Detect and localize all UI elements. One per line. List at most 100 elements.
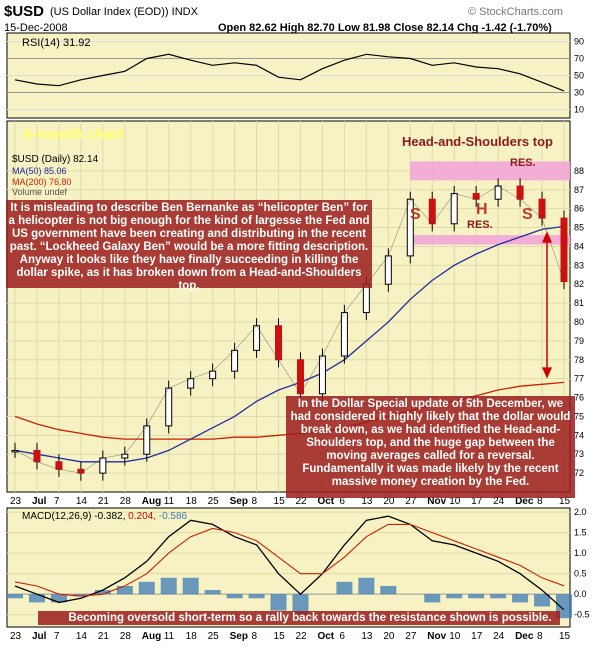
macd-date-label: 7	[54, 631, 60, 642]
ohlc-readout: Open 82.62 High 82.70 Low 81.98 Close 82…	[218, 22, 552, 34]
projection-arrow-tail	[542, 231, 552, 243]
resistance-zone-lower	[410, 235, 570, 245]
price-tick-label: 87	[574, 185, 584, 195]
macd-date-label: Nov	[427, 631, 446, 642]
price-date-label: Oct	[317, 496, 334, 507]
macd-date-label: 14	[76, 631, 88, 642]
price-candle	[516, 185, 524, 200]
price-tick-label: 78	[574, 355, 584, 365]
macd-tick-label: 0.0	[574, 589, 587, 599]
macd-histogram-bar	[270, 594, 287, 611]
chart-date: 15-Dec-2008	[4, 22, 68, 34]
macd-histogram-bar	[50, 594, 67, 603]
rsi-label: RSI(14) 31.92	[22, 37, 91, 49]
period-label: 6-month chart	[24, 126, 125, 143]
price-date-label: 18	[186, 496, 198, 507]
macd-histogram-bar	[204, 590, 221, 595]
price-candle	[165, 387, 173, 427]
macd-histogram-bar	[446, 594, 463, 599]
price-candle	[33, 449, 41, 463]
price-candle	[384, 255, 392, 285]
macd-date-label: 24	[493, 631, 505, 642]
macd-label-main: MACD(12,26,9) -0.382,	[22, 511, 126, 522]
annotation-top: It is misleading to describe Ben Bernank…	[8, 202, 370, 292]
macd-histogram-bar	[182, 577, 199, 595]
price-date-label: 27	[405, 496, 417, 507]
legend-price: $USD (Daily) 82.14	[12, 154, 99, 165]
rsi-tick-label: 30	[574, 88, 584, 98]
annotation-macd-box	[38, 611, 560, 625]
price-date-label: 11	[164, 496, 175, 507]
price-tick-label: 88	[574, 166, 584, 176]
macd-date-label: Sep	[230, 631, 248, 642]
macd-date-label: 23	[10, 631, 22, 642]
price-date-label: 6	[339, 496, 345, 507]
macd-tick-label: 0.5	[574, 569, 587, 579]
macd-label-hist: -0.586	[158, 511, 188, 522]
macd-histogram-bar	[116, 585, 133, 595]
macd-histogram-bar	[358, 577, 375, 595]
price-candle	[560, 217, 568, 283]
macd-label: MACD(12,26,9) -0.382, 0.204, -0.586	[22, 511, 187, 522]
macd-tick-label: 2.0	[574, 507, 587, 517]
macd-panel	[6, 507, 571, 628]
price-date-label: 23	[10, 496, 22, 507]
chart-name: (US Dollar Index (EOD)) INDX	[50, 6, 198, 18]
rsi-tick-label: 90	[574, 37, 584, 47]
macd-date-label: Dec	[515, 631, 534, 642]
macd-date-label: 17	[471, 631, 483, 642]
price-tick-label: 76	[574, 393, 584, 403]
price-date-label: Nov	[427, 496, 446, 507]
price-candle	[296, 359, 304, 395]
macd-histogram-bar	[248, 594, 265, 599]
macd-histogram-bar	[468, 594, 485, 599]
macd-date-label: 6	[339, 631, 345, 642]
macd-date-label: 22	[295, 631, 307, 642]
macd-date-label: 18	[186, 631, 198, 642]
price-candle	[450, 193, 458, 225]
macd-histogram-bar	[512, 594, 529, 603]
macd-histogram-bar	[138, 581, 155, 595]
price-tick-label: 77	[574, 374, 584, 384]
annotation-bottom-box	[286, 396, 575, 498]
rsi-line	[14, 53, 565, 92]
macd-date-label: 21	[98, 631, 110, 642]
annotation-bottom: In the Dollar Special update of 5th Dece…	[290, 398, 571, 488]
macd-histogram-bar	[160, 577, 177, 595]
price-date-label: 13	[361, 496, 373, 507]
price-date-label: 8	[537, 496, 543, 507]
hs-head: H	[476, 201, 488, 218]
macd-histogram-bar	[534, 594, 551, 607]
price-date-label: 28	[120, 496, 132, 507]
price-date-label: 15	[559, 496, 571, 507]
macd-histogram-bar	[424, 594, 441, 603]
price-candle	[340, 312, 348, 357]
macd-date-label: 8	[537, 631, 543, 642]
price-candle	[231, 349, 239, 372]
legend-ma200: MA(200) 76.80	[12, 177, 72, 187]
macd-date-label: 28	[120, 631, 132, 642]
resistance-zone-upper	[410, 161, 570, 181]
price-date-label: 14	[76, 496, 88, 507]
macd-histogram-bar	[380, 585, 397, 595]
rsi-tick-label: 50	[574, 71, 584, 81]
price-date-label: 17	[471, 496, 483, 507]
price-candle	[55, 461, 63, 470]
rsi-tick-label: 10	[574, 105, 584, 115]
macd-date-label: 25	[208, 631, 220, 642]
macd-date-label: 8	[252, 631, 258, 642]
macd-histogram-bar	[226, 594, 243, 599]
macd-histogram-bar	[292, 594, 309, 615]
macd-date-label: 15	[559, 631, 571, 642]
price-candle	[538, 198, 546, 219]
price-tick-label: 74	[574, 430, 584, 440]
price-date-label: 15	[274, 496, 286, 507]
macd-histogram-bar	[336, 581, 353, 595]
price-date-label: Aug	[142, 496, 161, 507]
price-date-label: Sep	[230, 496, 248, 507]
price-tick-label: 83	[574, 260, 584, 270]
price-date-label: 24	[493, 496, 505, 507]
hs-left-shoulder: S	[410, 206, 421, 223]
macd-histogram-bar	[94, 590, 111, 595]
price-date-label: 8	[252, 496, 258, 507]
